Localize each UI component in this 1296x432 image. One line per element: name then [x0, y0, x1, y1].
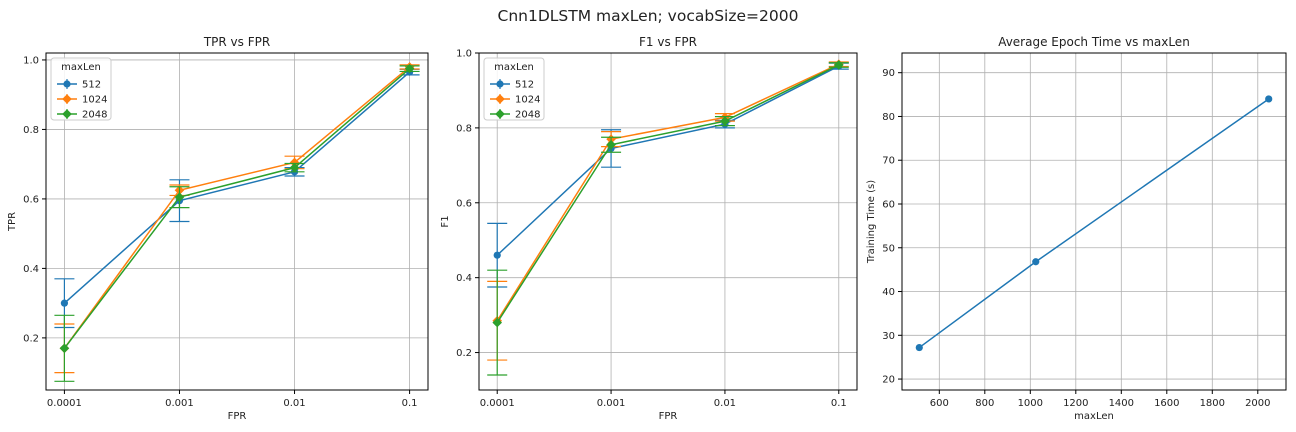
legend-entry-label: 512 — [515, 80, 534, 91]
y-tick-label: 30 — [882, 331, 895, 342]
x-axis-label: FPR — [659, 411, 678, 422]
chart-title: F1 vs FPR — [639, 35, 697, 49]
legend-entry-label: 1024 — [515, 95, 540, 106]
chart-1: 0.0001 0.001 0.01 0.1 0.2 0.4 0.6 0.8 1.0 TPR vs … — [7, 35, 429, 422]
x-tick-label: 0.01 — [283, 398, 305, 409]
y-tick-label: 0.2 — [23, 333, 39, 344]
data-point — [915, 343, 923, 352]
legend-entry-label: 2048 — [82, 110, 107, 121]
series-line — [63, 68, 411, 349]
y-axis-label: TPR — [7, 212, 18, 232]
x-axis-label: FPR — [228, 411, 247, 422]
chart-title: TPR vs FPR — [203, 35, 270, 49]
axes-frame — [901, 52, 1287, 391]
chart-title: Average Epoch Time vs maxLen — [998, 35, 1190, 49]
legend-box — [50, 57, 112, 121]
legend-box — [483, 57, 545, 121]
y-tick-label: 0.6 — [456, 198, 472, 209]
y-tick-label: 0.4 — [23, 264, 39, 275]
series-line — [496, 63, 840, 322]
data-point — [60, 299, 69, 307]
y-tick-label: 0.8 — [23, 125, 39, 136]
legend-marker — [62, 94, 72, 104]
x-tick-label: 0.001 — [597, 398, 626, 409]
x-tick-label: 1400 — [1109, 398, 1134, 409]
x-tick-label: 2000 — [1245, 398, 1270, 409]
legend: maxLen 512 1024 2048 — [483, 57, 545, 121]
legend: maxLen 512 1024 2048 — [50, 57, 112, 121]
data-point — [833, 60, 844, 70]
legend-marker — [62, 109, 72, 119]
legend-marker — [496, 80, 504, 88]
series-line — [63, 66, 411, 349]
data-point — [1265, 95, 1273, 103]
x-tick-label: 1600 — [1154, 398, 1179, 409]
legend-entry-label: 2048 — [515, 110, 540, 121]
legend-marker — [495, 94, 505, 104]
legend-title: maxLen — [494, 62, 534, 73]
legend-title: maxLen — [61, 62, 101, 73]
y-tick-label: 70 — [882, 156, 895, 167]
x-axis-label: maxLen — [1074, 411, 1114, 422]
y-tick-label: 90 — [882, 68, 895, 79]
y-axis-label: F1 — [440, 215, 451, 227]
axes-frame — [478, 52, 858, 391]
figure-title: Cnn1DLSTM maxLen; vocabSize=2000 — [498, 7, 799, 25]
y-tick-label: 20 — [882, 375, 895, 386]
y-tick-label: 1.0 — [23, 55, 39, 66]
x-tick-label: 0.001 — [165, 398, 194, 409]
y-tick-label: 0.2 — [456, 348, 472, 359]
series-line — [918, 98, 1270, 349]
series-line — [496, 64, 840, 324]
data-point — [174, 192, 185, 202]
series-line — [63, 71, 411, 304]
y-tick-label: 0.6 — [23, 194, 39, 205]
data-point — [59, 343, 70, 354]
x-tick-label: 1000 — [1018, 398, 1043, 409]
data-point — [289, 162, 300, 173]
legend-marker — [495, 109, 505, 119]
legend-entry-label: 512 — [82, 80, 101, 91]
series-line — [496, 65, 840, 256]
series-2048 — [54, 63, 420, 382]
series-2048 — [487, 60, 849, 376]
chart-3: 600 800 1000 1200 1400 1600 1800 2000 20 30 40 50 60… — [866, 35, 1287, 422]
x-tick-label: 800 — [975, 398, 994, 409]
y-tick-label: 1.0 — [456, 49, 472, 60]
x-tick-label: 0.1 — [831, 398, 847, 409]
x-tick-label: 0.1 — [402, 398, 418, 409]
y-tick-label: 60 — [882, 199, 895, 210]
data-point — [493, 251, 501, 259]
x-tick-label: 1800 — [1200, 398, 1225, 409]
y-tick-label: 80 — [882, 112, 895, 123]
x-tick-label: 600 — [930, 398, 949, 409]
x-tick-label: 0.01 — [714, 398, 736, 409]
x-tick-label: 0.0001 — [47, 398, 82, 409]
legend-marker — [63, 80, 71, 88]
data-point — [1032, 258, 1040, 266]
data-point — [404, 63, 415, 74]
y-tick-label: 50 — [882, 243, 895, 254]
data-point — [492, 317, 503, 328]
legend-entry-label: 1024 — [82, 95, 107, 106]
y-tick-label: 0.4 — [456, 273, 472, 284]
data-point — [606, 139, 616, 150]
y-tick-label: 0.8 — [456, 123, 472, 134]
data-point — [720, 116, 730, 126]
x-tick-label: 0.0001 — [480, 398, 515, 409]
series-1 — [915, 95, 1273, 352]
y-tick-label: 40 — [882, 287, 895, 298]
y-axis-label: Training Time (s) — [866, 180, 877, 264]
x-tick-label: 1200 — [1063, 398, 1088, 409]
axes-frame — [45, 52, 429, 391]
chart-2: 0.0001 0.001 0.01 0.1 0.2 0.4 0.6 0.8 1.0 F1 vs F… — [440, 35, 858, 422]
